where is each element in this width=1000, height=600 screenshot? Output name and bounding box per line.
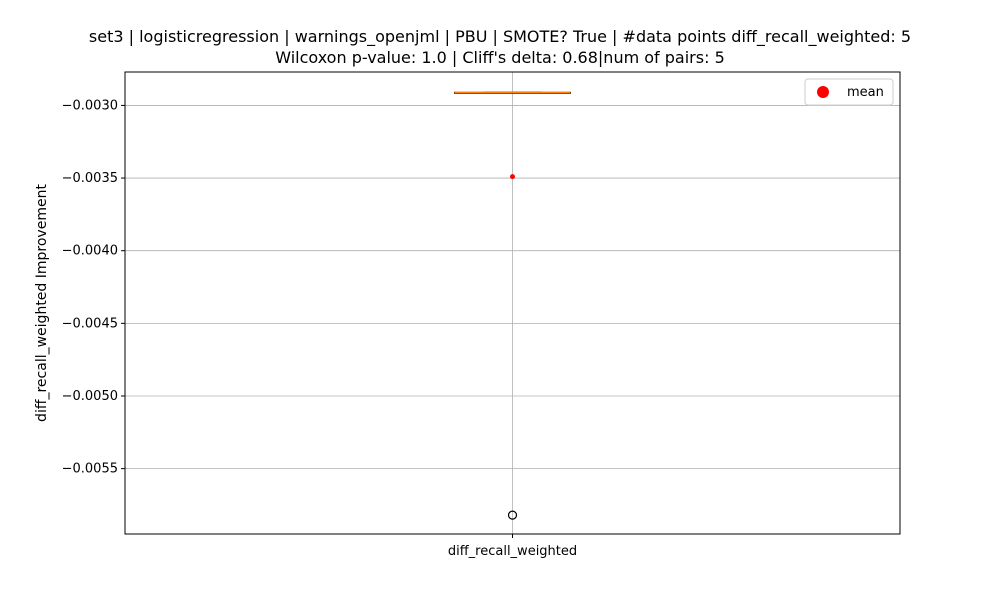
mean-marker	[510, 174, 515, 180]
y-tick-label: −0.0035	[62, 171, 118, 186]
y-tick-label: −0.0055	[62, 462, 118, 477]
y-tick-label: −0.0050	[62, 389, 118, 404]
legend-label-mean: mean	[847, 85, 884, 100]
legend-box	[804, 78, 894, 106]
y-tick-label: −0.0045	[62, 316, 118, 331]
y-tick-label: −0.0040	[62, 244, 118, 259]
y-tick-label: −0.0030	[62, 98, 118, 113]
legend-mean-marker	[817, 86, 829, 98]
chart-title: set3 | logisticregression | warnings_ope…	[88, 27, 912, 46]
y-axis-label: diff_recall_weighted Improvement	[34, 184, 50, 422]
x-tick-label: diff_recall_weighted	[448, 544, 577, 559]
outlier-point	[507, 510, 518, 520]
chart-subtitle: Wilcoxon p-value: 1.0 | Cliff's delta: 0…	[275, 48, 725, 67]
